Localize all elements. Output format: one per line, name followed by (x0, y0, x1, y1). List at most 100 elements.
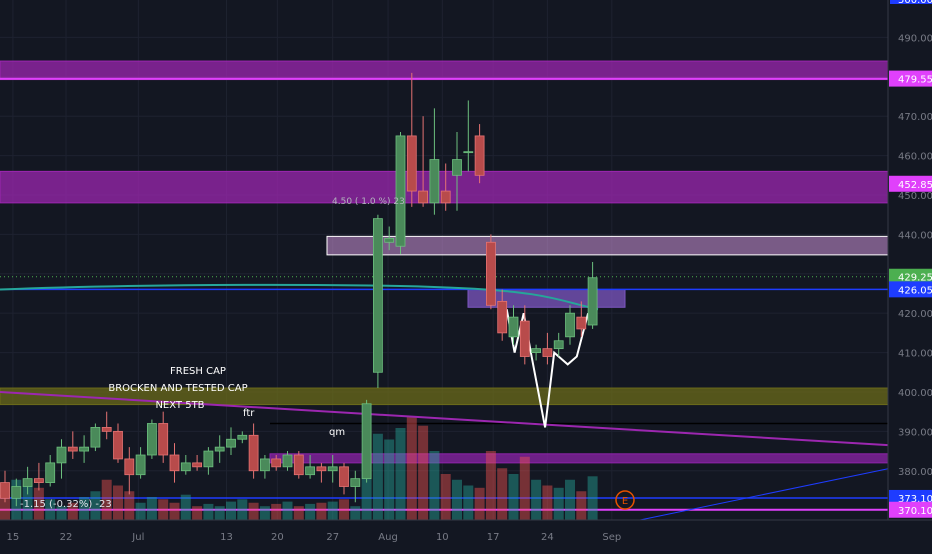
volume-bars (0, 416, 598, 520)
volume-bar-40 (452, 479, 462, 520)
x-tick-1: 22 (60, 532, 73, 543)
volume-bar-36 (406, 416, 417, 520)
candle-body-42 (474, 135, 485, 176)
x-tick-5: 27 (326, 532, 339, 543)
candle-body-17 (192, 462, 203, 468)
moving-average (0, 283, 599, 311)
x-tick-0: 15 (7, 532, 20, 543)
candle-body-31 (350, 478, 361, 487)
volume-bar-50 (565, 479, 575, 520)
volume-bar-27 (305, 503, 316, 520)
volume-bar-48 (542, 485, 553, 520)
volume-bar-51 (576, 491, 587, 520)
volume-bar-37 (418, 425, 429, 520)
candle-body-5 (56, 446, 67, 464)
earnings-label: E (622, 496, 628, 507)
zones (0, 60, 889, 511)
volume-bar-46 (519, 456, 530, 520)
candle-body-12 (135, 454, 146, 476)
change-readout: -1.15 (-0.32%) -23 (20, 499, 112, 510)
candle-body-15 (169, 454, 180, 472)
price-label-bg-2 (889, 268, 932, 285)
x-tick-3: 13 (220, 532, 233, 543)
fresh-cap-label: FRESH CAP (170, 366, 226, 377)
volume-bar-28 (316, 502, 327, 520)
volume-bar-19 (214, 506, 225, 520)
candle-body-48 (542, 348, 553, 357)
x-axis-panel (0, 520, 932, 550)
candle-body-52 (587, 277, 598, 326)
candle-body-28 (316, 466, 327, 472)
candle-body-20 (226, 438, 236, 448)
candle-body-49 (553, 340, 564, 350)
volume-bar-11 (124, 491, 135, 520)
candle-body-7 (79, 446, 89, 452)
earnings-marker[interactable] (615, 490, 635, 510)
price-label-bg-1 (889, 175, 932, 192)
candle-body-21 (237, 434, 248, 440)
measure-readout: 4.50 ( 1.0 %) 23 (332, 197, 405, 207)
volume-bar-10 (113, 485, 123, 520)
volume-bar-23 (259, 506, 270, 520)
price-label-bg-5 (889, 501, 932, 518)
volume-bar-26 (293, 506, 304, 520)
volume-bar-29 (327, 501, 338, 520)
volume-bar-33 (372, 433, 383, 520)
volume-bar-0 (0, 494, 10, 520)
trend-line-blue (639, 468, 889, 521)
candle-body-38 (429, 159, 440, 204)
y-tick-11: 380.00 (898, 467, 932, 478)
volume-bar-41 (463, 485, 474, 520)
x-tick-10: Sep (602, 532, 621, 543)
volume-bar-52 (587, 476, 598, 520)
y-tick-top-bg (890, 0, 932, 4)
candle-body-47 (531, 348, 541, 353)
trend-lines (0, 283, 889, 521)
volume-bar-2 (22, 485, 33, 520)
volume-bar-18 (203, 503, 214, 520)
candles (0, 72, 598, 507)
candle-body-30 (339, 466, 349, 487)
candle-body-19 (214, 446, 225, 452)
candle-body-1 (11, 486, 22, 499)
volume-bar-45 (508, 474, 519, 520)
y-tick-9: 400.00 (898, 388, 932, 399)
candle-body-27 (305, 466, 316, 476)
x-tick-4: 20 (271, 532, 284, 543)
price-label-bg-0 (889, 70, 932, 87)
volume-bar-7 (79, 497, 90, 520)
x-tick-8: 17 (487, 532, 500, 543)
candle-body-0 (0, 482, 10, 499)
volume-bar-44 (497, 468, 508, 520)
volume-bar-38 (429, 451, 440, 520)
candle-body-2 (22, 478, 33, 487)
volume-bar-22 (248, 502, 259, 520)
pattern-zigzag (505, 309, 590, 428)
volume-bar-13 (146, 497, 157, 520)
price-label-5: 370.10 (898, 506, 932, 517)
candle-body-40 (452, 159, 462, 176)
volume-bar-31 (350, 506, 361, 520)
trend-line-purple (0, 390, 889, 447)
price-label-1: 452.85 (898, 180, 932, 191)
volume-bar-4 (45, 499, 56, 520)
candle-body-9 (101, 427, 112, 432)
candle-body-24 (271, 458, 282, 468)
candle-body-50 (565, 312, 575, 338)
y-tick-0: 490.00 (898, 33, 932, 44)
volume-bar-35 (395, 428, 406, 520)
candle-body-41 (463, 151, 474, 154)
y-tick-4: 450.00 (898, 191, 932, 202)
candle-body-33 (372, 218, 383, 373)
volume-bar-47 (531, 479, 542, 520)
candle-body-51 (576, 316, 587, 330)
volume-bar-39 (440, 474, 451, 520)
candle-body-45 (508, 316, 519, 338)
price-label-2: 429.25 (898, 273, 932, 284)
volume-bar-25 (282, 501, 293, 520)
candle-body-25 (282, 454, 293, 468)
y-tick-5: 440.00 (898, 230, 932, 241)
candle-body-8 (90, 427, 101, 448)
volume-bar-6 (67, 502, 78, 520)
